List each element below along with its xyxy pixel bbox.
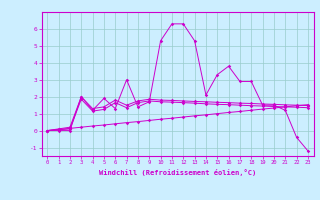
X-axis label: Windchill (Refroidissement éolien,°C): Windchill (Refroidissement éolien,°C)	[99, 169, 256, 176]
